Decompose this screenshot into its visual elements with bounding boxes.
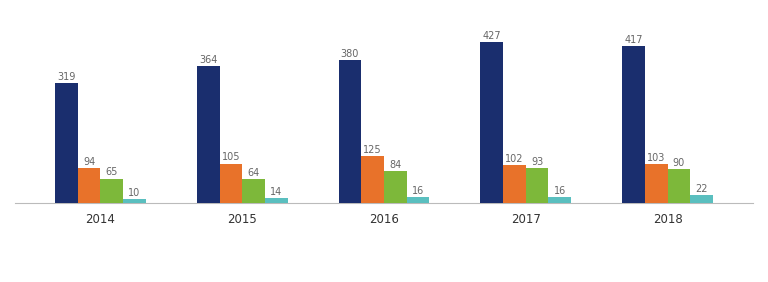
Text: 102: 102 xyxy=(505,154,524,164)
Text: 84: 84 xyxy=(389,160,402,170)
Text: 125: 125 xyxy=(363,145,382,155)
Bar xyxy=(526,168,548,203)
Bar xyxy=(78,168,101,203)
Text: 105: 105 xyxy=(222,153,240,162)
Text: 364: 364 xyxy=(199,55,217,65)
Bar xyxy=(548,197,571,203)
Bar xyxy=(407,197,429,203)
Text: 16: 16 xyxy=(554,186,566,196)
Text: 319: 319 xyxy=(57,72,75,82)
Text: 16: 16 xyxy=(412,186,424,196)
Text: 93: 93 xyxy=(531,157,543,167)
Bar xyxy=(645,164,667,203)
Bar xyxy=(197,66,220,203)
Text: 64: 64 xyxy=(247,168,260,178)
Text: 65: 65 xyxy=(105,168,118,177)
Bar xyxy=(265,198,287,203)
Text: 14: 14 xyxy=(270,187,283,197)
Bar xyxy=(55,83,78,203)
Text: 22: 22 xyxy=(695,184,708,194)
Text: 103: 103 xyxy=(647,153,665,163)
Text: 10: 10 xyxy=(128,188,141,198)
Bar xyxy=(622,46,645,203)
Bar xyxy=(242,179,265,203)
Bar xyxy=(220,164,242,203)
Bar xyxy=(361,156,384,203)
Text: 94: 94 xyxy=(83,157,95,167)
Bar xyxy=(384,171,407,203)
Bar xyxy=(339,60,361,203)
Text: 427: 427 xyxy=(482,31,501,41)
Bar xyxy=(690,195,713,203)
Bar xyxy=(667,169,690,203)
Bar xyxy=(503,165,526,203)
Text: 90: 90 xyxy=(673,158,685,168)
Text: 380: 380 xyxy=(341,49,359,59)
Bar xyxy=(101,179,123,203)
Bar xyxy=(481,43,503,203)
Text: 417: 417 xyxy=(624,35,643,45)
Bar xyxy=(123,199,146,203)
